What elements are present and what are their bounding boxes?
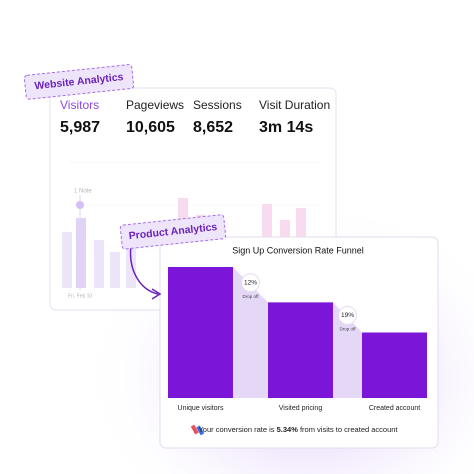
x-label: Visited pricing (279, 405, 323, 412)
drop-label: Drop off (340, 327, 357, 332)
drop-badge (338, 305, 357, 325)
bar (168, 267, 233, 398)
bg-bar (262, 204, 272, 238)
drop-badge (241, 273, 260, 293)
drop-value: 19% (341, 312, 354, 319)
website-tag: Website Analytics (23, 64, 135, 100)
footer-highlight: 5.34% (277, 425, 299, 434)
funnel-chart: Unique visitors Visited pricing Created ac… (168, 267, 427, 412)
metric-value: 8,652 (193, 119, 233, 136)
bg-bar (94, 240, 104, 288)
metric-label: Sessions (193, 98, 242, 112)
product-tag: Product Analytics (119, 214, 227, 250)
footer-suffix: from visits to created account (300, 425, 398, 434)
date: Fri, Feb 10 (68, 293, 92, 299)
chart-title: Sign Up Conversion Rate Funnel (232, 245, 364, 255)
metric-label: Visit Duration (259, 98, 330, 112)
bg-bar (178, 198, 188, 238)
bar (362, 332, 427, 398)
note: 1 Note (74, 189, 92, 195)
metric-value: 3m 14s (259, 119, 313, 136)
metric-label: Visitors (60, 98, 99, 112)
drop-label: Drop off (243, 294, 260, 299)
bg-bar (62, 232, 72, 288)
connector (233, 267, 268, 398)
drop-value: 12% (244, 279, 257, 286)
footer: Your conversion rate is 5.34% from visit… (190, 424, 398, 436)
metric-label: Pageviews (126, 98, 184, 112)
arrow (129, 245, 159, 295)
connector (333, 302, 362, 398)
bg-bar (126, 244, 136, 288)
conversion-text: Your conversion rate is 5.34% from visit… (198, 425, 398, 434)
arrow-head (151, 288, 162, 300)
metric-value: 10,605 (126, 119, 175, 136)
metrics: Visitors Pageviews Sessions Visit Durati… (60, 98, 330, 136)
x-label: Created account (369, 405, 420, 412)
footer-prefix: Your conversion rate is (198, 425, 274, 434)
note-dot (76, 201, 84, 209)
bar (268, 302, 333, 398)
bg-bar (76, 218, 86, 288)
bg-bar (296, 208, 306, 238)
metric-value: 5,987 (60, 119, 100, 136)
x-label: Unique visitors (178, 405, 224, 412)
bg-bar (280, 220, 290, 238)
bg-bar (110, 252, 120, 288)
